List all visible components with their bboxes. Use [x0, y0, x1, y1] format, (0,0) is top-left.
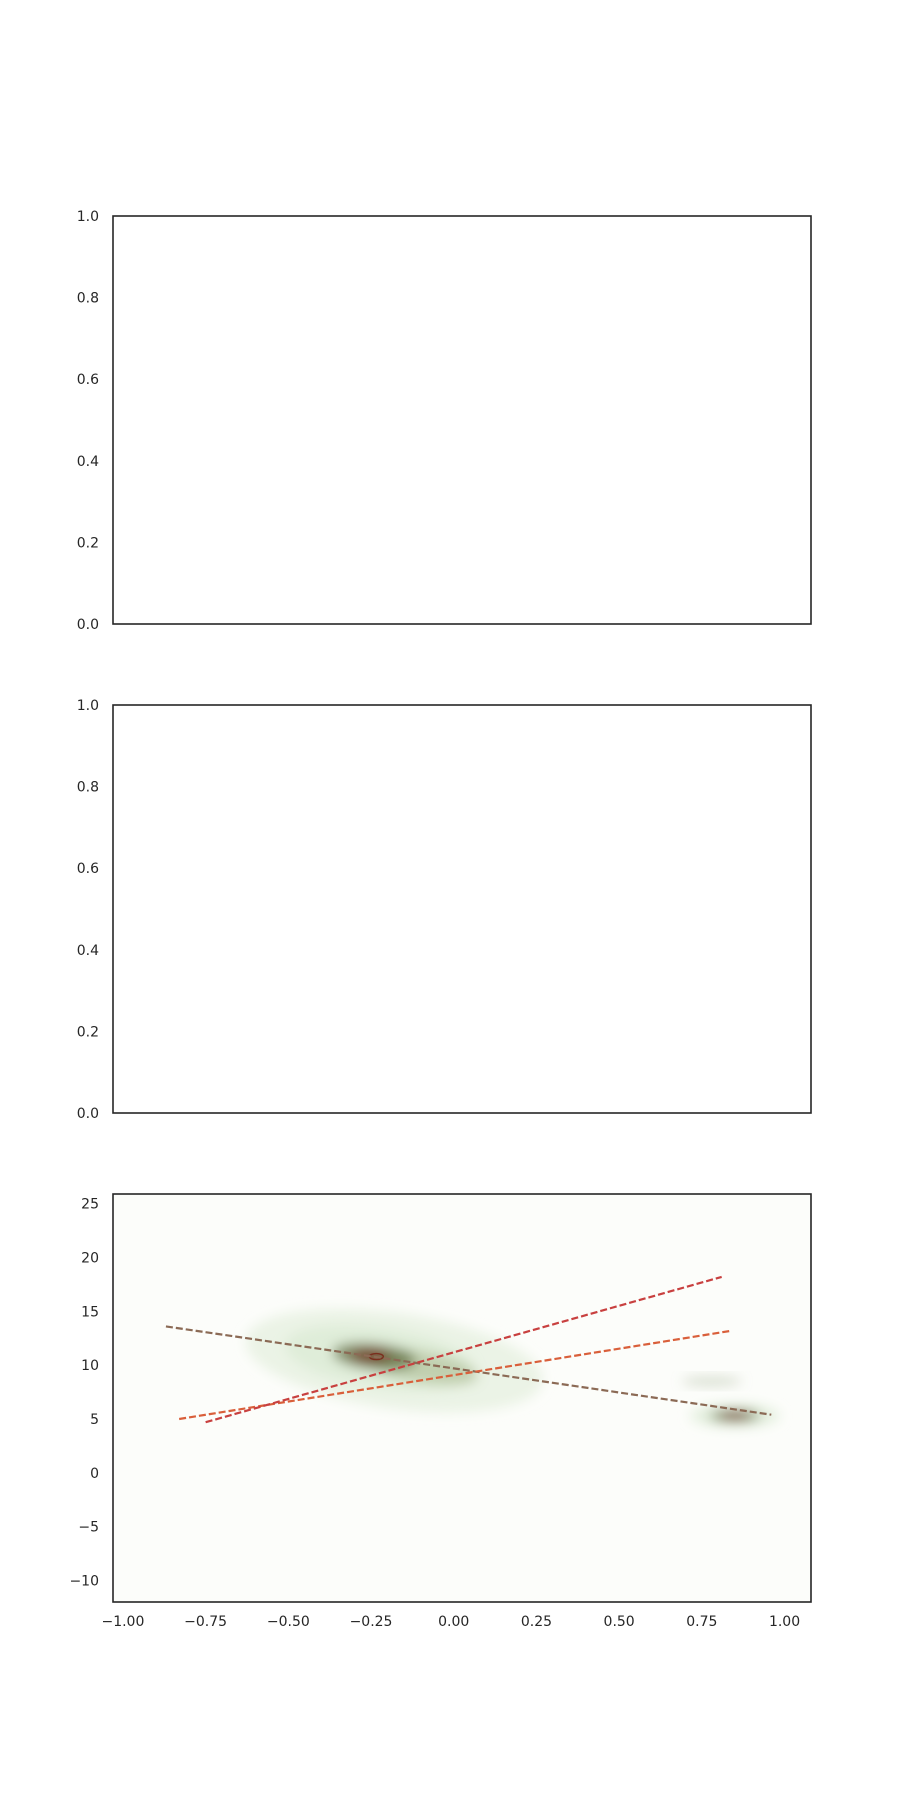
series-line-2: [178, 1329, 732, 1421]
y-tick-label: 0.6: [77, 372, 99, 388]
y-tick-label: 1.0: [77, 209, 99, 225]
series-line-3: [205, 1275, 722, 1424]
y-tick-label: 0.4: [77, 943, 99, 959]
y-tick-label: 20: [81, 1251, 99, 1267]
y-tick-label: 15: [81, 1304, 99, 1320]
x-tick-label: 1.00: [769, 1614, 800, 1630]
y-tick-label: 0.2: [77, 535, 99, 551]
x-tick-label: 0.75: [686, 1614, 717, 1630]
y-tick-label: 0.8: [77, 780, 99, 796]
y-tick-label: 0.0: [77, 1106, 99, 1122]
x-tick-label: −1.00: [101, 1614, 144, 1630]
y-tick-label: 0.8: [77, 291, 99, 307]
x-tick-label: 0.50: [604, 1614, 635, 1630]
density-peak-right: [689, 1403, 780, 1428]
y-tick-label: 5: [90, 1412, 99, 1428]
y-tick-label: −5: [78, 1520, 99, 1536]
y-tick-label: 25: [81, 1197, 99, 1213]
x-tick-label: 0.25: [521, 1614, 552, 1630]
y-tick-label: 0.2: [77, 1024, 99, 1040]
axes-frame: [112, 215, 812, 625]
density-peak-faint: [681, 1376, 742, 1387]
series-line-1: [165, 1325, 772, 1416]
y-tick-label: 10: [81, 1358, 99, 1374]
middle-empty-axes: 0.0 0.2 0.4 0.6 0.8 1.0: [77, 698, 812, 1122]
top-empty-axes: 0.0 0.2 0.4 0.6 0.8 1.0: [77, 209, 812, 633]
x-tick-label: 0.00: [438, 1614, 469, 1630]
y-tick-label: 1.0: [77, 698, 99, 714]
y-tick-label: 0.6: [77, 861, 99, 877]
density-plot-axes: −10 −5 0 5 10 15 20 25 −1.00 −0.75 −0.50 −0.25 0.00 0…: [69, 1193, 812, 1630]
x-tick-label: −0.50: [267, 1614, 310, 1630]
axes-frame: [112, 704, 812, 1114]
axes-frame: [112, 1193, 812, 1603]
y-tick-label: 0: [90, 1466, 99, 1482]
x-tick-label: −0.25: [350, 1614, 393, 1630]
y-tick-label: 0.4: [77, 454, 99, 470]
x-tick-label: −0.75: [184, 1614, 227, 1630]
y-tick-label: 0.0: [77, 617, 99, 633]
y-tick-label: −10: [69, 1573, 99, 1589]
